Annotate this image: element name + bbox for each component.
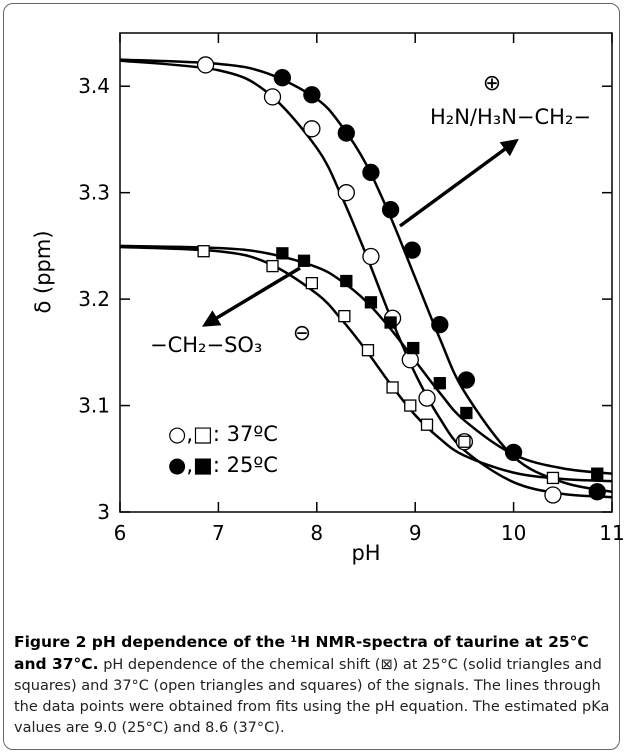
point: [337, 124, 355, 142]
point: [458, 435, 471, 448]
point: [337, 184, 355, 202]
point: [340, 274, 353, 288]
point: [507, 446, 520, 459]
point: [381, 201, 400, 219]
x-tick-label: 7: [212, 521, 225, 545]
point: [546, 471, 560, 485]
point: [433, 377, 446, 390]
arrow: [398, 138, 519, 228]
point: [263, 88, 282, 106]
point: [364, 296, 378, 309]
plot-frame: [119, 32, 613, 513]
legend-entry: ○,□: 37ºC: [168, 422, 278, 446]
figure-frame: [3, 3, 620, 750]
point: [361, 344, 375, 357]
point: [196, 56, 215, 74]
point: [297, 254, 311, 267]
caption-title: Figure 2 pH dependence of the ¹H NMR-spe…: [14, 633, 589, 673]
point: [544, 486, 562, 504]
point: [404, 399, 417, 412]
y-tick-label: 3.2: [78, 287, 110, 311]
point: [403, 241, 421, 259]
point: [276, 247, 289, 260]
point: [303, 86, 321, 104]
x-tick-label: 8: [310, 521, 323, 545]
point: [431, 316, 449, 334]
caption: Figure 2 pH dependence of the ¹H NMR-spe…: [14, 632, 612, 739]
annotation: H₂N/H₃N−CH₂−: [430, 105, 591, 129]
x-tick-label: 6: [114, 521, 127, 545]
point: [303, 120, 321, 138]
point: [338, 309, 351, 323]
y-tick-label: 3.1: [78, 394, 110, 418]
point: [588, 483, 606, 501]
point: [197, 245, 210, 258]
point: [420, 418, 434, 431]
y-axis-label: δ (ppm): [31, 230, 55, 313]
y-tick-label: 3.3: [78, 181, 110, 205]
arrow: [201, 266, 301, 327]
chart: pH δ (ppm) H₂N/H₃N−CH₂− ⊕ −CH₂−SO₃ ⊖ ○,□…: [31, 32, 625, 565]
x-tick-label: 9: [409, 521, 422, 545]
point: [305, 276, 319, 290]
point: [266, 259, 279, 273]
caption-body: pH dependence of the chemical shift (⊠) …: [14, 657, 610, 736]
x-axis-label: pH: [351, 541, 380, 565]
point: [384, 316, 397, 329]
point: [457, 371, 476, 389]
y-tick-label: 3: [97, 500, 110, 524]
point: [407, 341, 420, 355]
point: [386, 381, 399, 394]
point: [591, 467, 604, 480]
y-tick-label: 3.4: [78, 74, 110, 98]
point: [273, 69, 292, 87]
x-tick-label: 10: [501, 521, 526, 545]
point: [362, 163, 380, 182]
x-tick-label: 11: [599, 521, 624, 545]
annotation-charge: ⊕: [483, 71, 501, 96]
point: [418, 389, 436, 407]
fit-line: [119, 59, 613, 499]
annotation: −CH₂−SO₃: [150, 333, 262, 357]
legend-entry: ●,■: 25ºC: [168, 453, 278, 477]
fit-line: [119, 245, 613, 483]
point: [362, 247, 380, 266]
annotation-charge: ⊖: [293, 321, 311, 346]
point: [460, 406, 473, 420]
